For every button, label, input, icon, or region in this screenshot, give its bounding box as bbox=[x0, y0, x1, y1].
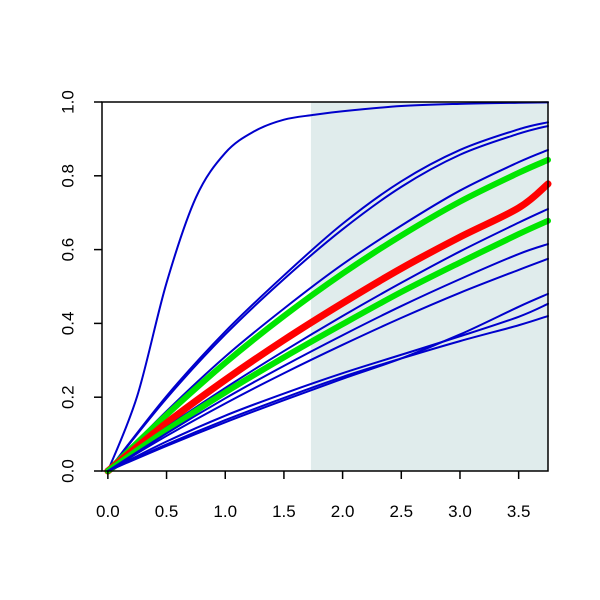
x-tick-label: 2.0 bbox=[331, 502, 355, 521]
series-line-1 bbox=[106, 101, 549, 472]
series-line-8 bbox=[104, 217, 551, 474]
x-tick-label: 1.0 bbox=[213, 502, 237, 521]
x-tick-label: 0.0 bbox=[96, 502, 120, 521]
y-tick-label: 0.8 bbox=[58, 164, 77, 188]
series-line-13 bbox=[106, 315, 549, 472]
series-line-12 bbox=[106, 302, 549, 472]
x-axis: 0.0 0.5 1.0 1.5 2.0 2.5 3.0 3.5 bbox=[96, 471, 530, 521]
series-line-5 bbox=[104, 156, 551, 474]
x-tick-label: 2.5 bbox=[389, 502, 413, 521]
shaded-region-layer bbox=[310, 102, 548, 471]
y-tick-label: 0.2 bbox=[58, 385, 77, 409]
x-tick-label: 0.5 bbox=[155, 502, 179, 521]
y-tick-label: 1.0 bbox=[58, 90, 77, 114]
plot-frame bbox=[101, 101, 549, 472]
axes-layer: 0.0 0.5 1.0 1.5 2.0 2.5 3.0 3.5 0.0 0.2 0.4 0.6 0.8 1… bbox=[58, 90, 549, 521]
y-tick-label: 0.4 bbox=[58, 312, 77, 336]
series-line-6 bbox=[104, 180, 552, 475]
y-tick-label: 0.6 bbox=[58, 238, 77, 262]
y-tick-label: 0.0 bbox=[58, 459, 77, 483]
y-axis: 0.0 0.2 0.4 0.6 0.8 1.0 bbox=[58, 90, 102, 483]
series-line-2 bbox=[106, 121, 549, 472]
series-line-11 bbox=[106, 292, 549, 472]
x-tick-label: 3.5 bbox=[507, 502, 531, 521]
shaded-region bbox=[310, 102, 548, 471]
series-layer bbox=[104, 101, 552, 475]
series-line-3 bbox=[106, 124, 549, 472]
series-line-4 bbox=[106, 148, 549, 472]
series-line-9 bbox=[106, 243, 549, 472]
x-tick-label: 3.0 bbox=[448, 502, 472, 521]
x-tick-label: 1.5 bbox=[272, 502, 296, 521]
series-line-10 bbox=[106, 257, 549, 472]
